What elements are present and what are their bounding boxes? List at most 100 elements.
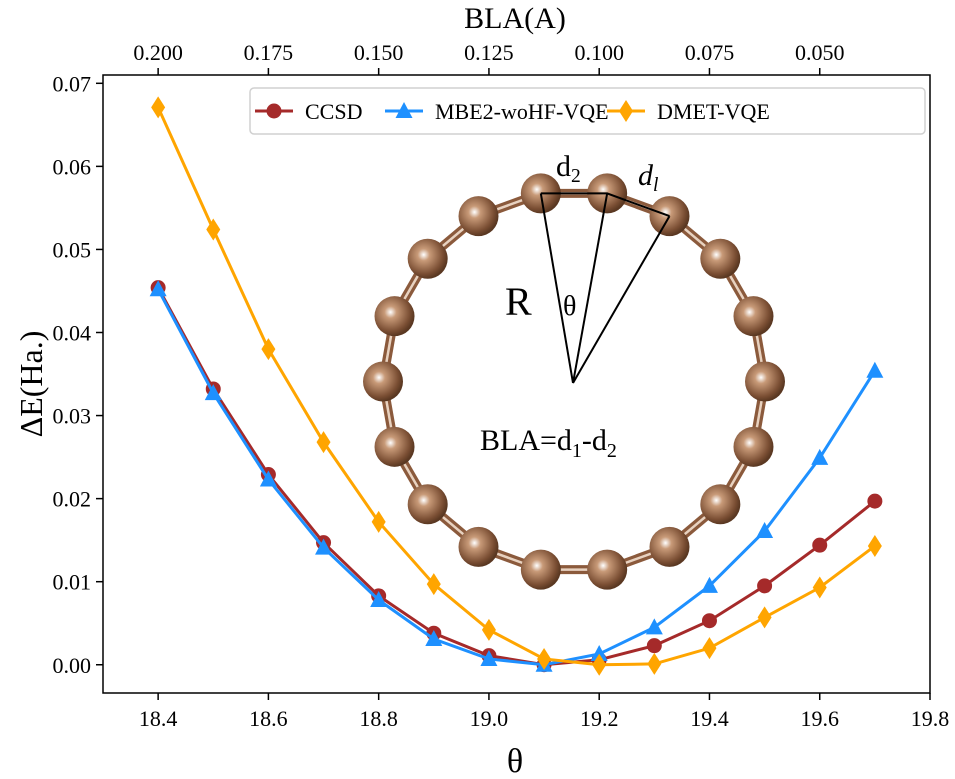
data-point xyxy=(866,361,884,378)
top-tick-label: 0.200 xyxy=(133,40,183,65)
legend-marker xyxy=(266,103,282,119)
data-point xyxy=(149,280,167,297)
data-point xyxy=(700,576,718,593)
data-point xyxy=(261,338,276,361)
data-point xyxy=(370,590,388,607)
bla-formula: BLA=d1-d2 xyxy=(480,424,617,462)
data-point xyxy=(757,606,772,629)
legend-label: CCSD xyxy=(305,99,362,124)
carbon-atom xyxy=(700,484,741,525)
data-point xyxy=(426,573,441,596)
top-tick-label: 0.050 xyxy=(795,40,845,65)
x-tick-label: 19.2 xyxy=(580,706,619,731)
series-line xyxy=(156,288,877,667)
data-point xyxy=(204,384,222,401)
data-point xyxy=(259,470,277,487)
data-point xyxy=(592,653,607,676)
y-tick-label: 0.07 xyxy=(53,71,92,96)
data-point xyxy=(701,613,717,629)
carbon-atom xyxy=(363,361,403,402)
top-axis-label: BLA(A) xyxy=(464,2,566,35)
axes: 18.4 18.6 18.8 19.0 19.2 19.4 19.6 19.8 0.00 0.01… xyxy=(53,40,950,731)
data-point xyxy=(425,630,443,647)
theta-label: θ xyxy=(563,291,576,322)
legend-label: DMET-VQE xyxy=(657,99,770,124)
data-point xyxy=(590,644,608,661)
legend: CCSD MBE2-woHF-VQE DMET-VQE xyxy=(249,87,926,135)
carbon-atom xyxy=(407,484,448,525)
data-point xyxy=(371,510,386,533)
radius-line xyxy=(539,193,574,384)
y-tick-label: 0.03 xyxy=(53,404,92,429)
data-point xyxy=(315,538,333,555)
x-tick-label: 18.6 xyxy=(249,706,288,731)
data-point xyxy=(645,618,663,635)
carbon-atom xyxy=(458,526,499,567)
x-tick-label: 19.8 xyxy=(911,706,950,731)
carbon-atom xyxy=(733,426,774,467)
data-point xyxy=(756,522,774,539)
data-point xyxy=(811,448,829,465)
y-axis-label: ΔE(Ha.) xyxy=(13,331,49,438)
top-tick-label: 0.175 xyxy=(244,40,294,65)
series-line xyxy=(156,286,876,667)
y-tick-label: 0.04 xyxy=(53,321,92,346)
molecule-inset: d2 dl R θ BLA=d1-d2 xyxy=(363,150,785,590)
data-point xyxy=(647,652,662,675)
x-axis-label: θ xyxy=(507,743,523,779)
d1-label: dl xyxy=(638,159,658,196)
data-point xyxy=(316,431,331,454)
x-tick-label: 19.4 xyxy=(690,706,729,731)
data-point xyxy=(867,493,883,509)
top-tick-label: 0.075 xyxy=(685,40,735,65)
data-point xyxy=(537,647,552,670)
carbon-atom xyxy=(458,196,499,237)
data-point xyxy=(867,534,882,557)
x-tick-label: 18.4 xyxy=(139,706,178,731)
d2-label: d2 xyxy=(556,150,581,187)
bond-length-lines xyxy=(540,192,670,218)
y-tick-label: 0.02 xyxy=(53,487,92,512)
carbon-atom xyxy=(520,549,561,590)
series-layer xyxy=(149,96,884,676)
series-line xyxy=(156,106,876,667)
top-tick-label: 0.100 xyxy=(574,40,624,65)
legend-marker xyxy=(395,102,413,118)
carbon-atom xyxy=(700,238,741,279)
plot-frame xyxy=(102,74,931,694)
carbon-atom xyxy=(374,296,415,337)
carbon-atom xyxy=(407,238,448,279)
carbon-atom xyxy=(745,361,785,402)
y-tick-label: 0.00 xyxy=(53,653,92,678)
data-point xyxy=(702,637,717,660)
radius-line xyxy=(572,215,671,384)
data-point xyxy=(646,638,662,654)
x-tick-label: 19.6 xyxy=(800,706,839,731)
x-tick-label: 18.8 xyxy=(359,706,398,731)
data-point xyxy=(757,578,773,594)
legend-marker xyxy=(619,100,633,122)
carbon-atom xyxy=(733,296,774,337)
data-point xyxy=(812,576,827,599)
carbon-atom xyxy=(587,549,628,590)
R-label: R xyxy=(505,279,532,324)
data-point xyxy=(206,218,221,241)
x-tick-label: 19.0 xyxy=(470,706,509,731)
series-mbe2-wohf-vqe xyxy=(149,280,884,672)
data-point xyxy=(151,96,166,119)
carbon-atom xyxy=(374,426,415,467)
series-dmet-vqe xyxy=(151,96,882,676)
radius-line xyxy=(572,193,609,384)
data-point xyxy=(812,537,828,553)
y-tick-label: 0.01 xyxy=(53,570,92,595)
data-point xyxy=(480,649,498,666)
data-point xyxy=(481,618,496,641)
legend-label: MBE2-woHF-VQE xyxy=(435,99,609,124)
top-tick-label: 0.150 xyxy=(354,40,404,65)
y-tick-label: 0.05 xyxy=(53,237,92,262)
top-tick-label: 0.125 xyxy=(464,40,514,65)
legend-box xyxy=(249,87,926,135)
carbon-atom xyxy=(649,526,690,567)
y-tick-label: 0.06 xyxy=(53,154,92,179)
